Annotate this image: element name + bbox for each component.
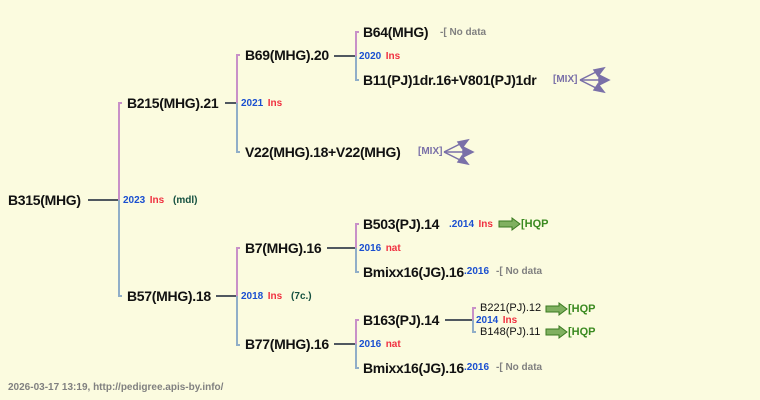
connector (225, 102, 236, 104)
no-data-status: -[ No data (440, 27, 487, 38)
year: .2016 (464, 362, 490, 373)
sire-mating: 2021 Ins (241, 95, 282, 111)
sire-line (355, 224, 357, 248)
tick (355, 31, 359, 33)
dam-line (472, 320, 474, 332)
dam-dam-sire-name[interactable]: B163(PJ).14 (363, 312, 440, 328)
hqp-tag: [HQP (568, 303, 596, 315)
note: (7c.) (291, 291, 312, 302)
dam-dam-mating: 2016 nat (359, 336, 401, 352)
dam-sire-sire-name[interactable]: B503(PJ).14 (363, 216, 440, 232)
dam-mating: 2018 Ins (7c.) (241, 288, 312, 304)
year: .2014 (449, 219, 475, 230)
year: 2018 (241, 291, 264, 302)
no-data-status: -[ No data (496, 362, 543, 373)
year: 2020 (359, 51, 382, 62)
sire-sire-mating: 2020 Ins (359, 48, 400, 64)
sire-sire-name[interactable]: B69(MHG).20 (245, 47, 329, 63)
dam-dam-name[interactable]: B77(MHG).16 (245, 336, 329, 352)
sire-line (236, 55, 238, 103)
tick (236, 54, 240, 56)
mating-type: Ins (502, 315, 518, 326)
connector (334, 343, 355, 345)
dam-line (355, 56, 357, 80)
mating-type: nat (385, 243, 401, 254)
footer-timestamp-url: 2026-03-17 13:19, http://pedigree.apis-b… (8, 382, 224, 393)
hqp-tag: [HQP (568, 326, 596, 338)
tick (355, 367, 359, 369)
year: 2016 (359, 243, 382, 254)
sire-sire-sire-name[interactable]: B64(MHG) (363, 24, 429, 40)
mix-arrows-icon (443, 138, 475, 166)
tick (236, 344, 240, 346)
note: (mdl) (173, 195, 198, 206)
year: .2016 (464, 266, 490, 277)
hqp-arrow-icon (545, 302, 568, 316)
dam-dam-sire-mating: 2014 Ins (476, 312, 517, 328)
dam-line (236, 103, 238, 152)
year: 2023 (123, 195, 146, 206)
dam-dam-dam-name[interactable]: Bmixx16(JG).16 (363, 360, 464, 376)
year: 2014 (476, 315, 499, 326)
tick (118, 102, 122, 104)
connector (327, 247, 355, 249)
sire-sire-dam-name[interactable]: B11(PJ)1dr.16+V801(PJ)1dr (363, 72, 537, 88)
tick (355, 223, 359, 225)
sire-name[interactable]: B215(MHG).21 (127, 95, 219, 111)
sire-line (118, 103, 120, 200)
mating-type: Ins (267, 291, 283, 302)
tick (472, 331, 476, 333)
hqp-arrow-icon (545, 325, 568, 339)
dam-sire-mating: 2016 nat (359, 240, 401, 256)
mix-tag: [MIX] (418, 146, 443, 157)
tick (236, 247, 240, 249)
dam-line (118, 200, 120, 297)
dam-line (355, 248, 357, 272)
tick (355, 319, 359, 321)
tick (355, 79, 359, 81)
dam-dam-sire-dam-name[interactable]: B148(PJ).11 (480, 326, 541, 338)
mix-tag: [MIX] (553, 74, 578, 85)
tick (355, 271, 359, 273)
tick (118, 295, 122, 297)
mating-type: Ins (267, 98, 283, 109)
dam-dam-sire-sire-name[interactable]: B221(PJ).12 (480, 302, 542, 314)
dam-sire-dam-name[interactable]: Bmixx16(JG).16 (363, 264, 464, 280)
connector (445, 319, 473, 321)
mating-type: Ins (478, 219, 493, 230)
no-data-status: -[ No data (496, 266, 543, 277)
mix-arrows-icon (579, 66, 611, 94)
hqp-tag: [HQP (521, 218, 549, 230)
sire-dam-name[interactable]: V22(MHG).18+V22(MHG) (245, 144, 401, 160)
dam-line (355, 344, 357, 368)
year: 2021 (241, 98, 264, 109)
hqp-arrow-icon (498, 217, 521, 231)
dam-line (236, 296, 238, 345)
sire-line (355, 32, 357, 56)
sire-line (355, 320, 357, 344)
dam-sire-sire-info: .2014 Ins (449, 216, 493, 232)
root-name[interactable]: B315(MHG) (8, 192, 81, 208)
year: 2016 (359, 339, 382, 350)
connector (216, 295, 236, 297)
sire-line (472, 308, 474, 320)
mating-type: Ins (385, 51, 401, 62)
dam-name[interactable]: B57(MHG).18 (127, 288, 211, 304)
dam-sire-name[interactable]: B7(MHG).16 (245, 240, 322, 256)
connector (88, 199, 118, 201)
mating-type: nat (385, 339, 401, 350)
connector (334, 55, 355, 57)
mating-type: Ins (149, 195, 165, 206)
root-mating: 2023 Ins (mdl) (123, 192, 198, 208)
tick (236, 151, 240, 153)
tick (472, 307, 476, 309)
sire-line (236, 248, 238, 296)
